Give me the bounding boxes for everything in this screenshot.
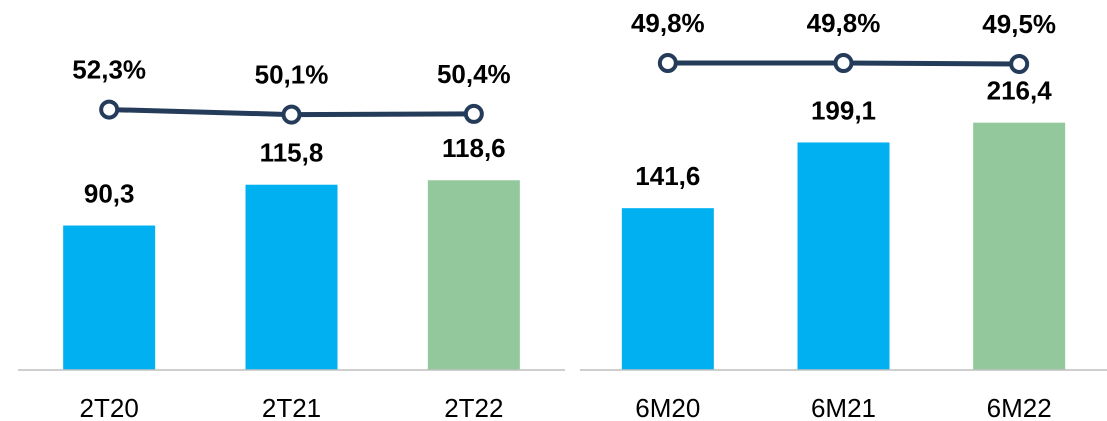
data-label: 90,3 xyxy=(84,178,135,208)
line-marker xyxy=(833,53,854,74)
x-tick-label: 2T20 xyxy=(80,393,139,421)
x-tick-label: 2T22 xyxy=(444,393,503,421)
data-label: 49,8% xyxy=(807,8,881,38)
data-label: 50,4% xyxy=(437,59,511,89)
x-tick-label: 2T21 xyxy=(262,393,321,421)
x-tick-label: 6M21 xyxy=(811,393,876,421)
line-marker xyxy=(281,104,302,125)
line-marker xyxy=(99,99,120,120)
bar xyxy=(245,184,338,370)
x-tick-label: 6M22 xyxy=(987,393,1052,421)
data-label: 199,1 xyxy=(811,95,876,125)
data-label: 49,5% xyxy=(982,9,1056,39)
bar xyxy=(621,208,714,370)
data-label: 118,6 xyxy=(442,133,506,163)
bar xyxy=(427,180,520,370)
line-marker xyxy=(463,103,484,124)
data-label: 216,4 xyxy=(987,76,1053,106)
data-label: 115,8 xyxy=(260,138,324,168)
data-label: 141,6 xyxy=(635,161,700,191)
line-marker xyxy=(1009,54,1030,74)
data-label: 50,1% xyxy=(255,59,329,89)
x-tick-label: 6M20 xyxy=(635,393,700,421)
bar xyxy=(973,122,1066,370)
line-marker xyxy=(657,53,678,74)
data-label: 52,3% xyxy=(72,54,146,84)
data-label: 49,8% xyxy=(631,8,705,38)
bar xyxy=(797,142,890,370)
bar xyxy=(63,225,156,370)
